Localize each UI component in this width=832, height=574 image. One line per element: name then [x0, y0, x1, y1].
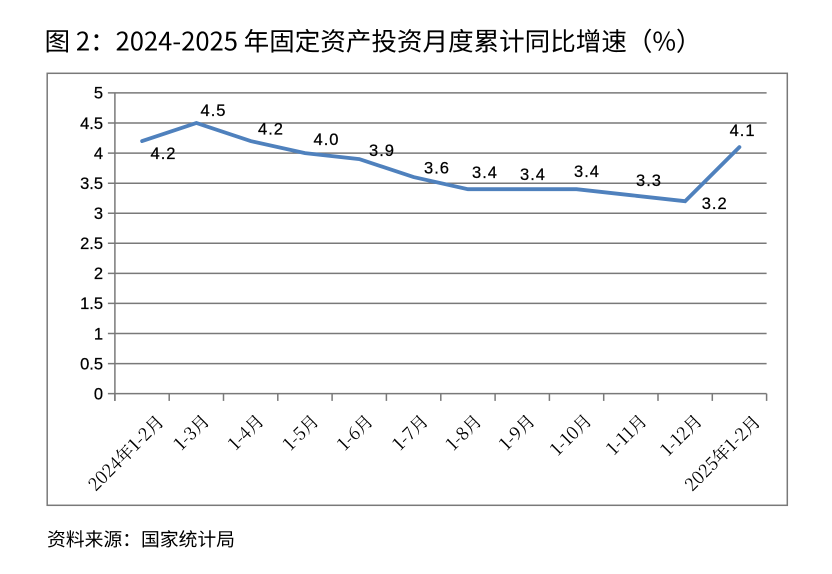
svg-text:4.2: 4.2 — [258, 120, 284, 138]
svg-text:4.2: 4.2 — [151, 145, 177, 163]
svg-text:2.5: 2.5 — [80, 235, 103, 253]
svg-text:3.4: 3.4 — [520, 166, 546, 184]
svg-text:3.9: 3.9 — [369, 142, 395, 160]
svg-text:3.4: 3.4 — [472, 164, 498, 182]
svg-text:4.1: 4.1 — [730, 122, 756, 140]
svg-text:4: 4 — [94, 145, 103, 163]
svg-text:4.5: 4.5 — [201, 102, 227, 120]
svg-text:3.5: 3.5 — [80, 175, 103, 193]
svg-text:3: 3 — [94, 205, 103, 223]
svg-text:4.5: 4.5 — [80, 115, 103, 133]
svg-text:2: 2 — [94, 265, 103, 283]
svg-text:1: 1 — [94, 325, 103, 343]
svg-text:3.6: 3.6 — [424, 159, 450, 177]
svg-text:5: 5 — [94, 85, 103, 103]
svg-text:1.5: 1.5 — [80, 295, 103, 313]
svg-text:4.0: 4.0 — [314, 131, 340, 149]
svg-text:3.4: 3.4 — [574, 163, 600, 181]
svg-text:0: 0 — [94, 385, 103, 403]
svg-text:3.2: 3.2 — [702, 195, 728, 213]
svg-text:3.3: 3.3 — [636, 172, 662, 190]
svg-text:0.5: 0.5 — [80, 355, 103, 373]
